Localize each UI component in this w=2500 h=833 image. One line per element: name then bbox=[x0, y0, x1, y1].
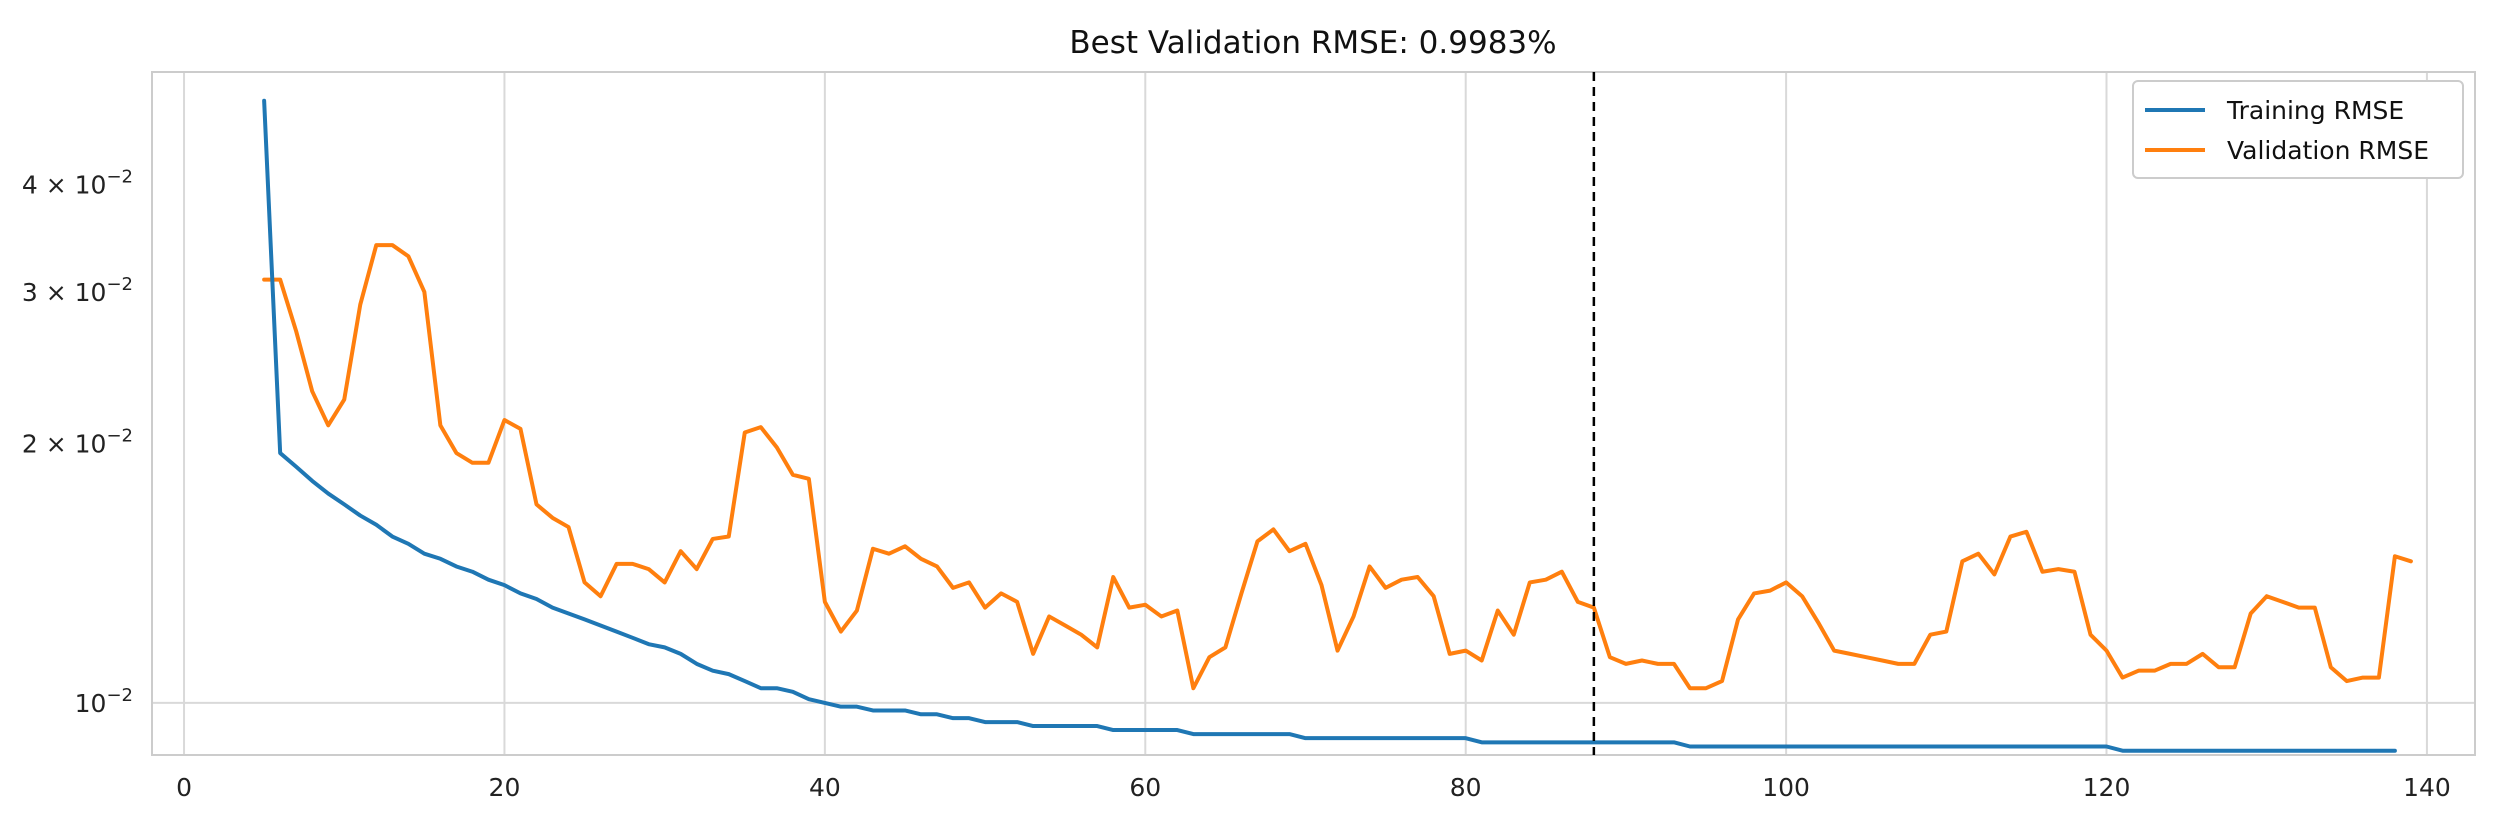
x-tick-label: 120 bbox=[2083, 773, 2131, 802]
x-tick-label: 40 bbox=[809, 773, 841, 802]
legend-box bbox=[2132, 80, 2464, 179]
x-tick-label: 80 bbox=[1450, 773, 1482, 802]
legend-label: Training RMSE bbox=[2226, 96, 2404, 125]
training-rmse-line bbox=[262, 98, 2397, 753]
y-tick-label: 3 × 10−2 bbox=[22, 274, 133, 307]
y-tick-label: 4 × 10−2 bbox=[22, 166, 133, 199]
chart-title: Best Validation RMSE: 0.9983% bbox=[1069, 25, 1556, 61]
x-tick-label: 0 bbox=[176, 773, 192, 802]
x-tick-label: 20 bbox=[489, 773, 521, 802]
plot-frame bbox=[151, 71, 2476, 756]
y-tick-label: 2 × 10−2 bbox=[22, 426, 133, 459]
legend: Training RMSE Validation RMSE bbox=[2132, 80, 2464, 179]
x-tick-label: 140 bbox=[2403, 773, 2451, 802]
legend-label: Validation RMSE bbox=[2227, 136, 2429, 165]
x-gridlines bbox=[183, 72, 2428, 755]
x-tick-labels: 0 20 40 60 80 100 120 140 bbox=[176, 773, 2451, 802]
y-tick-label: 10−2 bbox=[75, 685, 133, 718]
x-tick-label: 60 bbox=[1129, 773, 1161, 802]
validation-rmse-line bbox=[262, 243, 2413, 691]
y-tick-labels: 10−2 2 × 10−2 3 × 10−2 4 × 10−2 bbox=[22, 166, 133, 718]
series-layer bbox=[262, 98, 2413, 753]
x-tick-label: 100 bbox=[1762, 773, 1810, 802]
